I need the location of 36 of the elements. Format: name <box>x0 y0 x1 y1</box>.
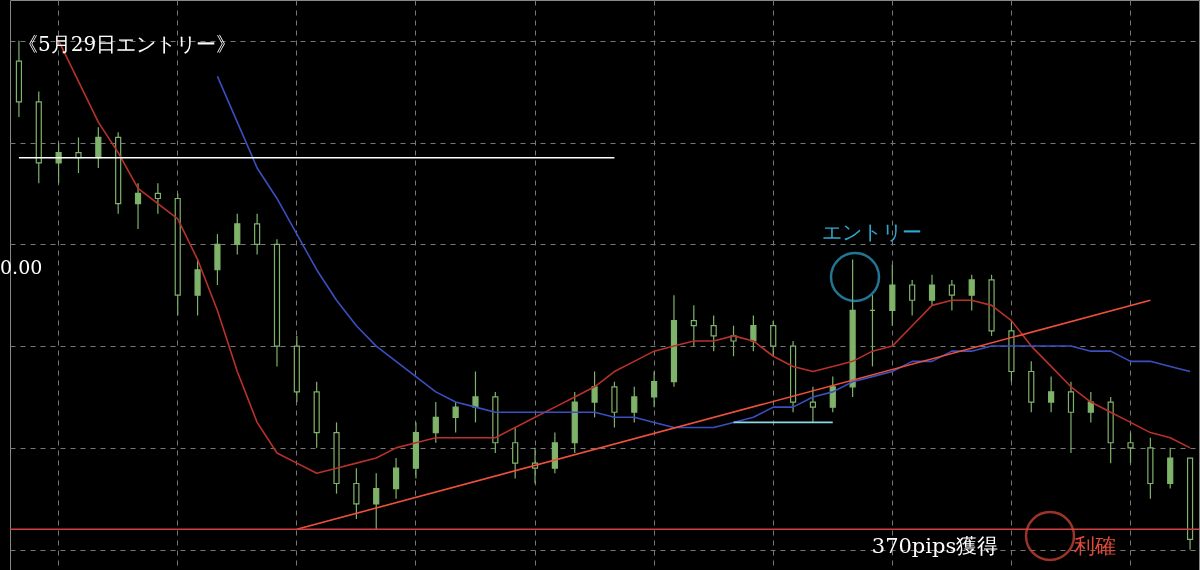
annotation: 0.00 <box>0 256 43 278</box>
candlestick <box>1087 391 1094 424</box>
candlestick <box>55 141 62 184</box>
candlestick <box>373 472 380 530</box>
candlestick <box>651 370 658 408</box>
candlestick <box>591 370 598 418</box>
candlestick <box>909 279 916 317</box>
annotation: 利確 <box>1074 534 1116 558</box>
candlestick <box>134 182 142 230</box>
candlestick <box>392 457 400 500</box>
candlestick <box>710 314 717 352</box>
annotation: エントリー <box>822 220 922 244</box>
candlestick <box>809 386 817 424</box>
candlestick <box>512 426 519 479</box>
candlestick <box>472 370 479 424</box>
candlestick <box>1127 431 1134 464</box>
candlestick <box>1048 376 1055 413</box>
candlestick <box>690 304 697 347</box>
candlestick <box>1067 381 1075 454</box>
candlestick <box>234 213 241 256</box>
candlestick <box>154 182 161 215</box>
candlestick <box>928 274 936 306</box>
candlestick <box>948 279 955 312</box>
candlestick <box>95 126 102 169</box>
candlestick <box>968 274 975 312</box>
candlestick <box>631 386 638 424</box>
candlestick <box>254 213 261 256</box>
candlestick <box>829 376 836 413</box>
candlestick <box>452 401 459 434</box>
candlestick <box>432 401 439 444</box>
annotation: 370pips獲得 <box>871 534 999 558</box>
candlestick <box>75 136 82 174</box>
candlestick <box>770 320 777 357</box>
candlestick <box>730 325 737 357</box>
candlestick <box>353 467 360 520</box>
candlestick <box>750 314 757 352</box>
